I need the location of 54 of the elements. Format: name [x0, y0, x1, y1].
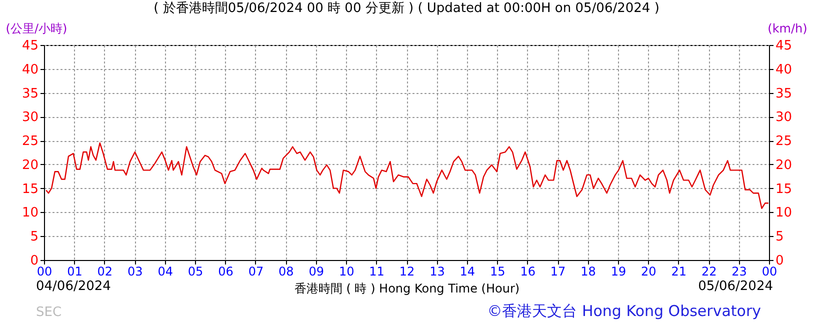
- x-tick-label: 15: [490, 264, 506, 278]
- y2-tick-label: 5: [776, 230, 784, 245]
- text: 04/06/2024: [36, 279, 111, 294]
- x-tick-label: 06: [218, 264, 234, 278]
- x-tick-label: 08: [278, 264, 294, 278]
- y2-tick-label: 35: [776, 86, 792, 102]
- x-tick-label: 20: [641, 264, 656, 278]
- x-tick-label: 09: [308, 264, 324, 278]
- x-tick-label: 05: [188, 264, 204, 278]
- y-tick-label: 35: [22, 86, 38, 102]
- y-tick-label: 45: [22, 38, 38, 54]
- x-tick-label: 19: [610, 264, 626, 278]
- x-tick-label: 00: [762, 264, 778, 278]
- y2-axis-title: (km/h): [768, 22, 808, 36]
- y-tick-label: 20: [22, 158, 38, 173]
- x-tick-label: 04: [158, 264, 173, 278]
- x-tick-label: 16: [520, 264, 536, 278]
- x-tick-label: 00: [36, 264, 52, 278]
- y-tick-label: 15: [22, 182, 38, 197]
- x-tick-label: 12: [399, 264, 415, 278]
- y2-tick-label: 10: [776, 206, 792, 221]
- x-tick-label: 23: [732, 264, 747, 278]
- x-tick-label: 21: [671, 264, 687, 278]
- x-tick-label: 11: [369, 264, 384, 278]
- y2-tick-label: 25: [776, 134, 792, 150]
- line-series: [46, 142, 769, 209]
- y-tick-label: 5: [30, 230, 38, 245]
- y2-tick-label: 45: [776, 38, 792, 54]
- x-tick-label: 22: [701, 264, 717, 278]
- x-tick-label: 18: [580, 264, 596, 278]
- y-tick-label: 30: [22, 110, 38, 126]
- x-tick-label: 13: [430, 264, 445, 278]
- x-tick-label: 14: [460, 264, 476, 278]
- x-tick-label: 03: [127, 264, 143, 278]
- y-tick-label: 10: [22, 206, 38, 221]
- y-tick-label: 40: [22, 62, 38, 78]
- x-tick-label: 01: [67, 264, 82, 278]
- y-axis-title: (公里/小時): [6, 22, 68, 36]
- y2-tick-label: 30: [776, 110, 792, 126]
- y2-tick-label: 40: [776, 62, 792, 78]
- x-tick-label: 07: [248, 264, 264, 278]
- chart-title: ( 於香港時間05/06/2024 00 時 00 分更新 ) ( Updated at 00:00H on 05/06/2024 ): [154, 1, 660, 16]
- text: SEC: [36, 305, 62, 320]
- y-tick-label: 0: [30, 254, 38, 268]
- x-tick-label: 02: [97, 264, 113, 278]
- x-tick-label: 10: [338, 264, 354, 278]
- y-tick-label: 25: [22, 134, 38, 150]
- y2-tick-label: 0: [776, 254, 784, 268]
- text: ©香港天文台 Hong Kong Observatory: [487, 302, 761, 321]
- y2-tick-label: 20: [776, 158, 792, 173]
- text: 05/06/2024: [698, 279, 773, 294]
- y2-tick-label: 15: [776, 182, 792, 197]
- x-tick-label: 17: [550, 264, 566, 278]
- x-axis-title: 香港時間 ( 時 ) Hong Kong Time (Hour): [294, 282, 520, 296]
